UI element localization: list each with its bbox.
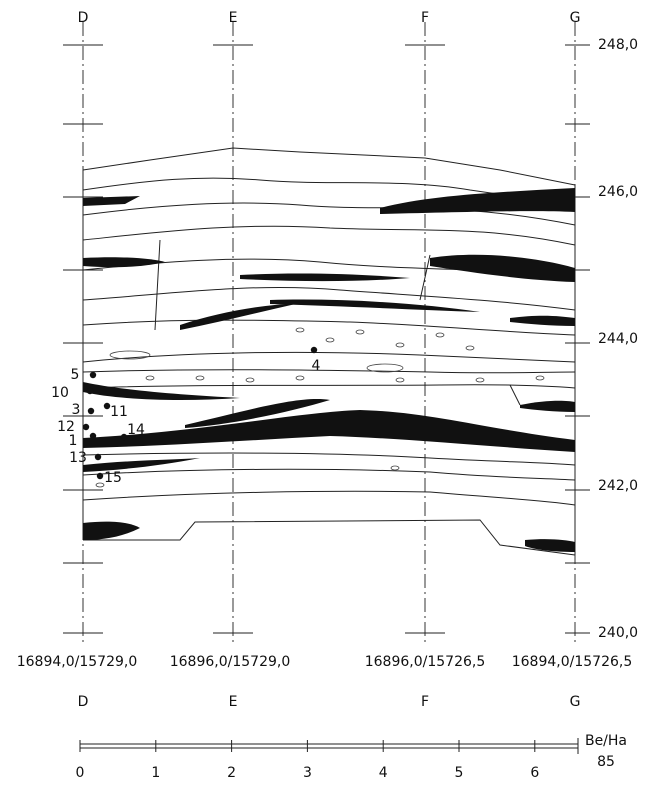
sample-label: 10 xyxy=(51,385,69,401)
sample-label: 14 xyxy=(127,422,145,438)
sample-label: 15 xyxy=(104,470,122,486)
sample-label: 13 xyxy=(69,450,87,466)
coordinate-label: 16894,0/15726,5 xyxy=(512,654,633,670)
scale-number: 85 xyxy=(597,754,615,770)
sample-label: 1 xyxy=(69,433,78,449)
coordinate-label: 16896,0/15729,0 xyxy=(170,654,291,670)
elevation-label: 248,0 xyxy=(598,37,638,53)
sample-dot xyxy=(310,346,318,354)
sample-label: 11 xyxy=(110,404,128,420)
column-label: F xyxy=(421,10,429,26)
elevation-label: 240,0 xyxy=(598,625,638,641)
sample-dot xyxy=(82,423,90,431)
scale-unit: Be/Ha xyxy=(585,733,627,749)
column-label: G xyxy=(570,694,581,710)
coordinate-label: 16894,0/15729,0 xyxy=(17,654,138,670)
column-label: G xyxy=(570,10,581,26)
sample-dot xyxy=(120,433,128,441)
elevation-label: 246,0 xyxy=(598,184,638,200)
sample-dot xyxy=(94,453,102,461)
scale-label: 3 xyxy=(303,765,312,781)
scale-label: 6 xyxy=(530,765,539,781)
scale-label: 0 xyxy=(76,765,85,781)
coal-lenses xyxy=(83,188,575,552)
scale-label: 1 xyxy=(151,765,160,781)
column-label: D xyxy=(78,10,89,26)
column-label: E xyxy=(229,694,238,710)
scale-label: 5 xyxy=(455,765,464,781)
scale-label: 4 xyxy=(379,765,388,781)
sample-label: 5 xyxy=(71,367,80,383)
column-label: E xyxy=(229,10,238,26)
sample-label: 12 xyxy=(57,419,75,435)
coordinate-label: 16896,0/15726,5 xyxy=(365,654,486,670)
sample-label: 4 xyxy=(312,358,321,374)
sample-dot xyxy=(103,402,111,410)
sample-dot xyxy=(87,407,95,415)
column-label: F xyxy=(421,694,429,710)
sample-dot xyxy=(86,387,94,395)
sample-dot xyxy=(89,432,97,440)
elevation-label: 244,0 xyxy=(598,331,638,347)
elevation-label: 242,0 xyxy=(598,478,638,494)
column-label: D xyxy=(78,694,89,710)
scale-label: 2 xyxy=(227,765,236,781)
sample-dot xyxy=(89,371,97,379)
pebbles xyxy=(95,327,545,488)
grid-lines xyxy=(63,22,590,645)
sample-dot xyxy=(96,472,104,480)
sample-label: 3 xyxy=(72,402,81,418)
